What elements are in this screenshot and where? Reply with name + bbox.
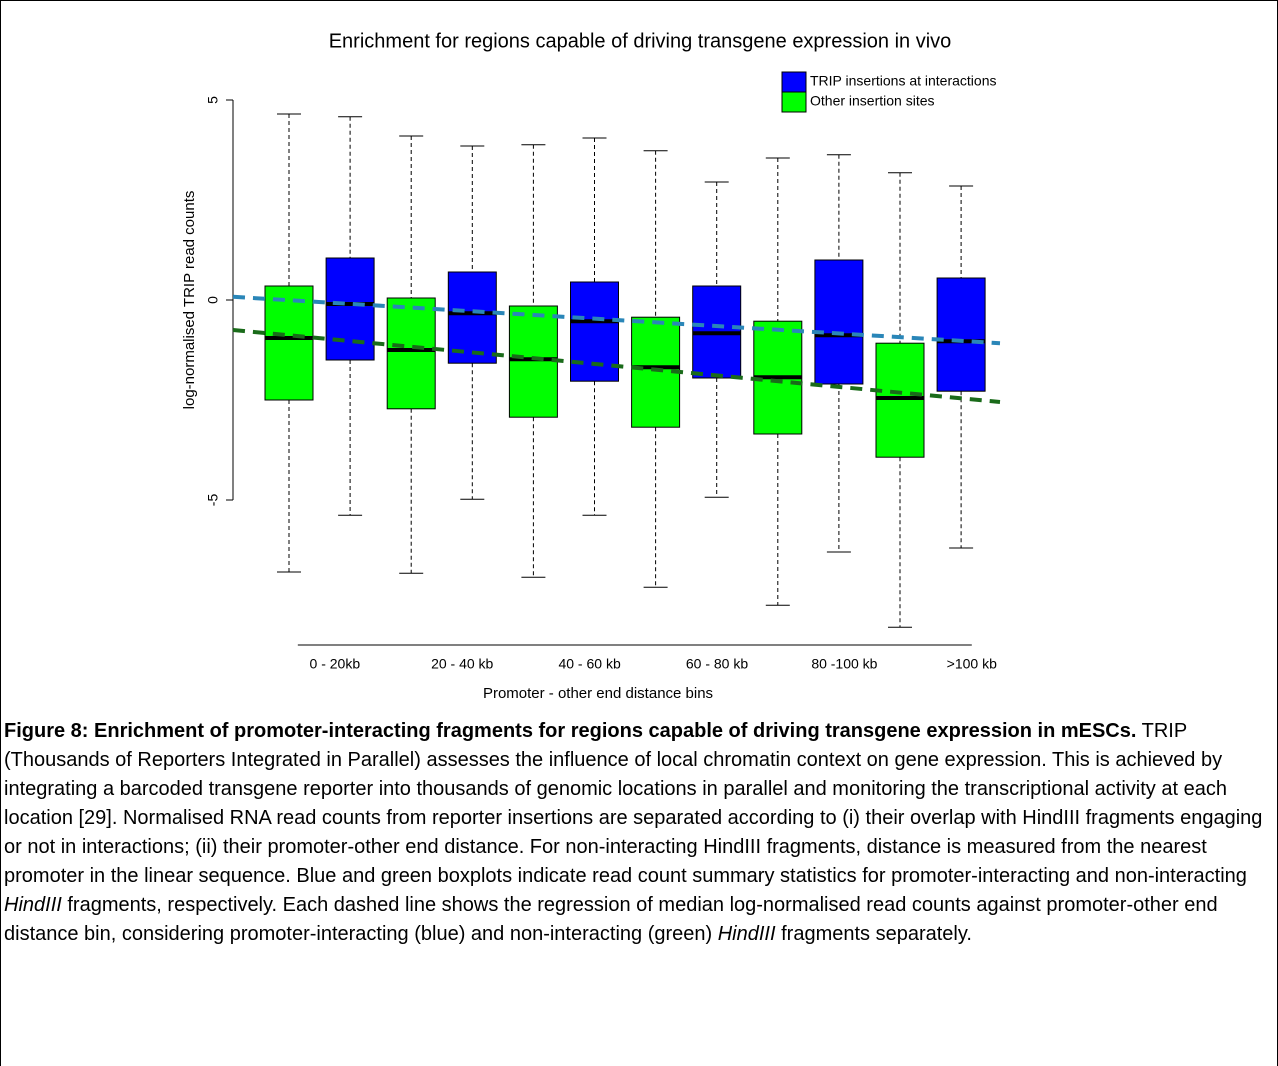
y-tick-label: 0 bbox=[205, 296, 221, 304]
caption-italic: HindIII bbox=[4, 894, 62, 916]
x-axis-label: Promoter - other end distance bins bbox=[483, 685, 713, 702]
caption-text: TRIP (Thousands of Reporters Integrated … bbox=[4, 720, 1263, 887]
legend-swatch bbox=[781, 71, 807, 93]
y-tick-label: 5 bbox=[205, 96, 221, 104]
x-tick-label: 40 - 60 kb bbox=[558, 656, 620, 672]
legend-label: TRIP insertions at interactions bbox=[810, 73, 997, 89]
x-tick-label: 0 - 20kb bbox=[310, 656, 361, 672]
figure-caption: Figure 8: Enrichment of promoter-interac… bbox=[4, 717, 1264, 949]
caption-italic: HindIII bbox=[717, 923, 776, 945]
caption-text: fragments, respectively. Each dashed lin… bbox=[4, 894, 1218, 945]
box bbox=[875, 342, 925, 458]
box bbox=[386, 297, 436, 410]
x-tick-label: 60 - 80 kb bbox=[686, 656, 748, 672]
box bbox=[814, 259, 864, 385]
caption-title: Figure 8: Enrichment of promoter-interac… bbox=[4, 720, 1137, 742]
y-axis-label: log-normalised TRIP read counts bbox=[181, 191, 198, 410]
legend-label: Other insertion sites bbox=[810, 93, 935, 109]
caption-text: fragments separately. bbox=[775, 923, 972, 945]
legend-swatch bbox=[781, 91, 807, 113]
x-tick-label: >100 kb bbox=[947, 656, 997, 672]
box bbox=[447, 271, 497, 364]
box bbox=[936, 277, 986, 392]
chart-title: Enrichment for regions capable of drivin… bbox=[329, 30, 952, 52]
trend-line bbox=[232, 328, 1001, 404]
y-tick-label: -5 bbox=[205, 494, 221, 507]
chart: Enrichment for regions capable of drivin… bbox=[181, 30, 1001, 702]
x-tick-label: 20 - 40 kb bbox=[431, 656, 493, 672]
box bbox=[508, 305, 558, 418]
x-tick-label: 80 -100 kb bbox=[811, 656, 877, 672]
trend-line bbox=[232, 294, 1001, 346]
box bbox=[325, 257, 375, 361]
box bbox=[264, 285, 314, 401]
